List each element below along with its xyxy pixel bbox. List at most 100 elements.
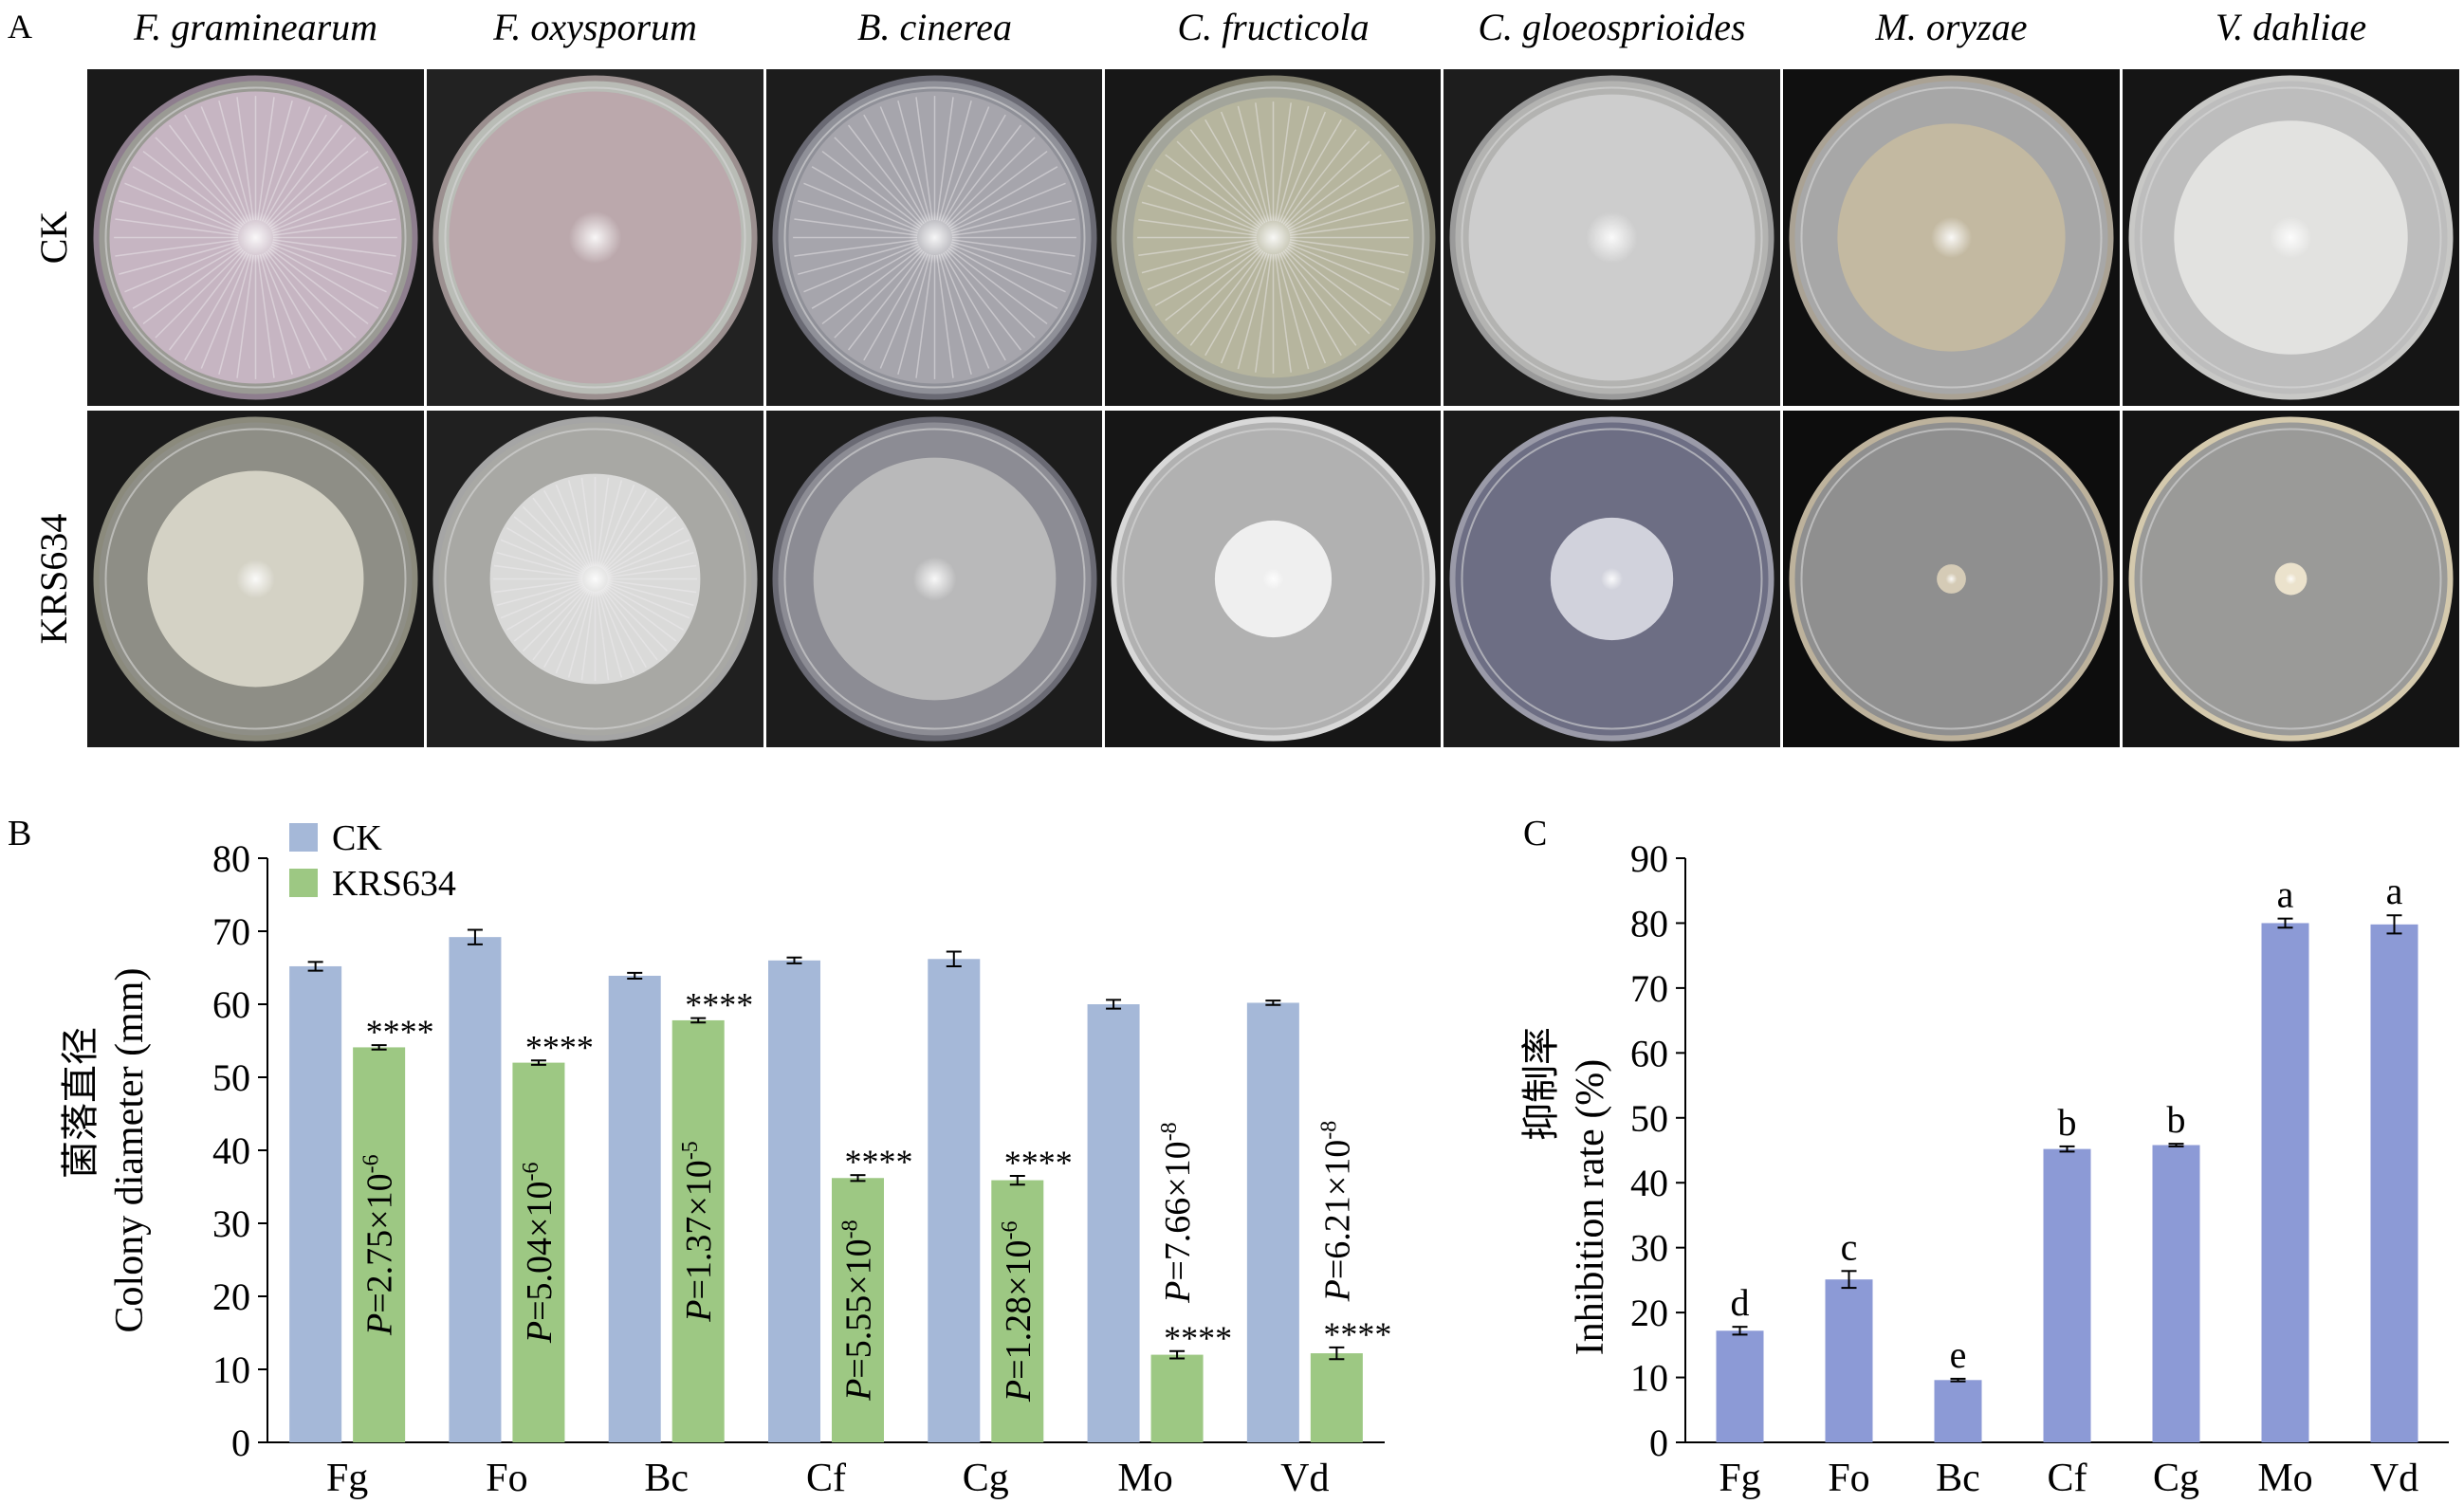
x-tick-label: Cf <box>806 1457 846 1499</box>
bar-inhibition <box>1934 1380 1982 1442</box>
y-tick-label: 0 <box>231 1421 250 1464</box>
bar-ck <box>289 965 342 1442</box>
legend-label: CK <box>332 818 382 858</box>
significance-letter: b <box>2167 1098 2186 1141</box>
legend-swatch <box>289 869 318 897</box>
bar-inhibition <box>2152 1145 2200 1442</box>
plate-photo <box>87 69 424 406</box>
plate-photo <box>427 411 763 747</box>
significance-letter: d <box>1731 1281 1750 1324</box>
plate-photo <box>766 69 1103 406</box>
significance-stars: **** <box>685 986 753 1024</box>
y-tick-label: 0 <box>1649 1421 1668 1464</box>
x-tick-label: Cg <box>963 1457 1009 1499</box>
species-label: B. cinerea <box>857 6 1012 48</box>
panel-c-label: C <box>1523 814 1547 853</box>
legend-label: KRS634 <box>332 864 456 904</box>
y-axis-title: Inhibition rate (%) <box>1569 1059 1612 1356</box>
species-label: C. gloeosprioides <box>1478 6 1745 48</box>
bar-krs634 <box>991 1180 1044 1442</box>
y-tick-label: 70 <box>1630 967 1668 1010</box>
x-tick-label: Fo <box>486 1457 527 1499</box>
significance-stars: **** <box>1323 1315 1391 1353</box>
significance-stars: **** <box>1164 1319 1232 1357</box>
significance-letter: b <box>2058 1101 2077 1144</box>
plate-photo <box>2123 411 2459 747</box>
x-tick-label: Vd <box>1280 1457 1329 1499</box>
y-axis-title: Colony diameter (mm) <box>108 968 152 1333</box>
x-tick-label: Mo <box>2257 1457 2312 1499</box>
bar-ck <box>1087 1004 1140 1442</box>
panel-b-label: B <box>8 814 31 853</box>
panel-b-chart: B 0 10 20 30 40 50 60 70 80 Colony diameter (mm)菌落… <box>8 814 1391 1500</box>
p-value-label: P=7.66×10-8 <box>1157 1122 1198 1304</box>
plate-photo <box>1783 69 2120 406</box>
y-tick-label: 30 <box>1630 1227 1668 1270</box>
species-label: F. graminearum <box>133 6 377 48</box>
y-tick-label: 20 <box>212 1275 250 1318</box>
significance-stars: **** <box>366 1013 434 1051</box>
plate-photo <box>1443 69 1780 406</box>
row-label: CK <box>32 211 75 265</box>
x-tick-label: Mo <box>1117 1457 1172 1499</box>
panel-c-chart: C 0 10 20 30 40 50 60 70 80 90 Inhibition rate (%)抑… <box>1519 814 2449 1500</box>
significance-letter: a <box>2386 870 2403 912</box>
y-tick-label: 40 <box>1630 1162 1668 1204</box>
plate-photo <box>1105 411 1442 747</box>
y-tick-label: 50 <box>212 1056 250 1099</box>
significance-stars: **** <box>845 1143 913 1181</box>
x-tick-label: Bc <box>644 1457 689 1499</box>
panel-a-label: A <box>8 8 32 46</box>
panel-a: A F. graminearum F. oxysporum B. cinerea C. … <box>8 6 2459 747</box>
y-tick-label: 80 <box>1630 902 1668 945</box>
y-tick-label: 60 <box>212 983 250 1026</box>
plate-photo <box>1105 69 1442 406</box>
y-tick-label: 70 <box>212 910 250 953</box>
x-tick-label: Fg <box>326 1457 368 1499</box>
bar-ck <box>768 960 820 1442</box>
bar-krs634 <box>1150 1354 1204 1442</box>
bar-krs634 <box>671 1019 725 1442</box>
x-tick-label: Fg <box>1719 1457 1760 1499</box>
y-tick-label: 20 <box>1630 1292 1668 1334</box>
plate-photo <box>766 411 1103 747</box>
p-value-label: P=6.21×10-8 <box>1316 1121 1357 1303</box>
significance-letter: c <box>1841 1225 1858 1268</box>
bar-inhibition <box>2370 924 2418 1442</box>
bar-inhibition <box>2261 923 2309 1442</box>
significance-letter: e <box>1950 1333 1967 1376</box>
y-tick-label: 30 <box>212 1202 250 1245</box>
x-tick-label: Fo <box>1828 1457 1869 1499</box>
bar-ck <box>449 937 502 1442</box>
plate-photo <box>2123 69 2459 406</box>
x-tick-label: Cf <box>2048 1457 2087 1499</box>
y-axis-title-cn: 抑制率 <box>1519 1027 1562 1141</box>
species-label: C. fructicola <box>1177 6 1369 48</box>
p-value-label: P=2.75×10-6 <box>359 1154 400 1336</box>
y-tick-label: 90 <box>1630 837 1668 880</box>
y-tick-label: 80 <box>212 837 250 880</box>
bar-ck <box>928 959 981 1442</box>
p-value-label: P=1.37×10-5 <box>678 1141 719 1323</box>
species-label: M. oryzae <box>1875 6 2028 48</box>
bar-krs634 <box>832 1178 884 1442</box>
significance-stars: **** <box>1004 1144 1073 1182</box>
plate-photo <box>87 411 424 747</box>
y-tick-label: 40 <box>212 1129 250 1172</box>
x-tick-label: Vd <box>2370 1457 2418 1499</box>
significance-letter: a <box>2277 873 2294 916</box>
bar-ck <box>608 975 661 1442</box>
y-tick-label: 60 <box>1630 1032 1668 1074</box>
significance-stars: **** <box>525 1028 594 1066</box>
bar-krs634 <box>1310 1353 1363 1442</box>
bar-inhibition <box>2043 1148 2091 1442</box>
species-label: V. dahliae <box>2216 6 2366 48</box>
x-tick-label: Cg <box>2153 1457 2199 1499</box>
legend-swatch <box>289 823 318 852</box>
x-tick-label: Bc <box>1936 1457 1980 1499</box>
bar-inhibition <box>1825 1279 1873 1442</box>
y-axis-title-cn: 菌落直径 <box>59 1027 101 1179</box>
y-tick-label: 50 <box>1630 1097 1668 1140</box>
